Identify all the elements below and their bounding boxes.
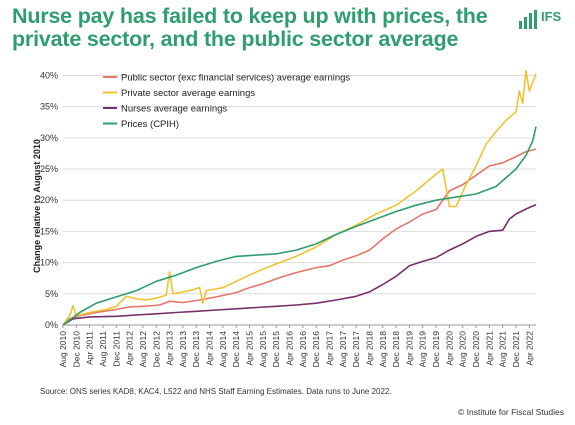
x-tick-label: Aug 2020 [458, 331, 468, 368]
logo-bar-2 [524, 17, 527, 29]
x-tick-label: Aug 2017 [338, 331, 348, 368]
x-tick-label: Dec 2013 [191, 331, 201, 368]
x-tick-label: Dec 2012 [151, 331, 161, 368]
x-tick-label: Aug 2013 [178, 331, 188, 368]
x-tick-label: Dec 2016 [311, 331, 321, 368]
x-tick-label: Dec 2014 [231, 331, 241, 368]
x-tick-label: Apr 2016 [285, 331, 295, 366]
y-tick-label: 5% [45, 289, 58, 299]
chart-title: Nurse pay has failed to keep up with pri… [12, 4, 488, 51]
y-tick-label: 0% [45, 320, 58, 330]
x-tick-label: Aug 2010 [58, 331, 68, 368]
x-tick-label: Dec 2020 [471, 331, 481, 368]
legend-label: Nurses average earnings [121, 104, 227, 115]
x-tick-label: Apr 2021 [484, 331, 494, 366]
x-tick-label: Dec 2018 [391, 331, 401, 368]
x-tick-label: Apr 2017 [324, 331, 334, 366]
x-tick-label: Aug 2016 [298, 331, 308, 368]
legend-label: Public sector (exc financial services) a… [121, 73, 350, 84]
x-tick-label: Apr 2019 [404, 331, 414, 366]
x-tick-label: Dec 2011 [111, 331, 121, 367]
logo-text: IFS [541, 9, 562, 24]
y-tick-label: 20% [40, 195, 58, 205]
y-axis-label: Change relative to August 2010 [32, 139, 42, 273]
x-tick-label: Apr 2014 [205, 331, 215, 366]
x-tick-label: Apr 2011 [85, 331, 95, 365]
logo-bar-4 [534, 10, 537, 29]
x-tick-label: Dec 2019 [431, 331, 441, 368]
logo-bar-3 [529, 13, 532, 29]
x-tick-label: Aug 2018 [378, 331, 388, 368]
x-tick-label: Apr 2022 [524, 331, 534, 366]
legend-label: Private sector average earnings [121, 88, 255, 99]
source-note: Source: ONS series KAD8, KAC4, L522 and … [40, 387, 392, 396]
x-tick-label: Aug 2015 [258, 331, 268, 368]
x-tick-label: Dec 2015 [271, 331, 281, 368]
y-tick-label: 40% [40, 70, 58, 80]
y-tick-label: 15% [40, 226, 58, 236]
y-tick-label: 35% [40, 102, 58, 112]
x-tick-label: Dec 2010 [71, 331, 81, 368]
legend-label: Prices (CPIH) [121, 119, 179, 130]
x-tick-label: Dec 2021 [511, 331, 521, 368]
x-tick-label: Apr 2020 [444, 331, 454, 366]
x-tick-label: Apr 2012 [125, 331, 135, 366]
y-tick-label: 30% [40, 133, 58, 143]
x-tick-label: Aug 2012 [138, 331, 148, 368]
x-tick-label: Apr 2018 [364, 331, 374, 366]
x-tick-label: Apr 2015 [245, 331, 255, 366]
series-line-3 [62, 126, 537, 326]
y-tick-label: 25% [40, 164, 58, 174]
y-tick-label: 10% [40, 258, 58, 268]
ifs-logo [519, 10, 537, 29]
logo-bar-1 [519, 21, 522, 29]
x-tick-label: Aug 2014 [218, 331, 228, 368]
x-tick-label: Dec 2017 [351, 331, 361, 368]
series-line-1 [62, 69, 537, 326]
x-tick-label: Aug 2019 [418, 331, 428, 368]
x-tick-label: Aug 2011 [98, 331, 108, 367]
x-tick-label: Apr 2013 [165, 331, 175, 366]
copyright: © Institute for Fiscal Studies [458, 407, 564, 417]
x-tick-label: Aug 2021 [498, 331, 508, 368]
series-line-2 [62, 203, 537, 326]
